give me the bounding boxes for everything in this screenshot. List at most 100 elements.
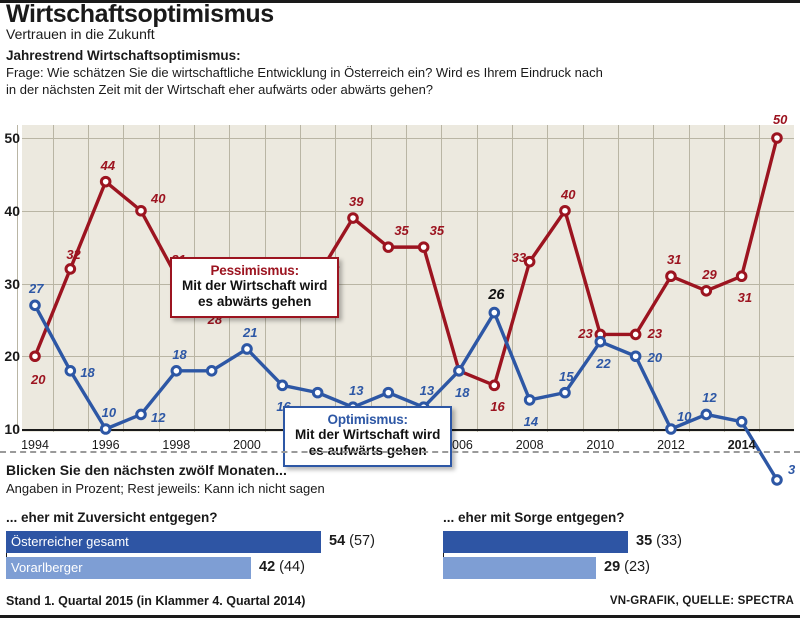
chart-gridline-vertical bbox=[159, 125, 160, 432]
chart-gridline-vertical bbox=[689, 125, 690, 432]
chart-value-label: 27 bbox=[29, 281, 44, 297]
chart-y-tick-label: 20 bbox=[4, 348, 20, 365]
chart-data-point bbox=[735, 270, 748, 283]
bar-fill bbox=[6, 557, 251, 579]
chart-data-point bbox=[523, 394, 536, 406]
chart-data-point bbox=[276, 379, 289, 392]
chart-data-point bbox=[700, 408, 713, 421]
chart-value-label: 35 bbox=[429, 223, 445, 239]
chart-value-label: 3 bbox=[787, 461, 796, 477]
chart-value-label: 50 bbox=[772, 112, 788, 127]
chart-data-point bbox=[629, 350, 642, 363]
chart-gridline-vertical bbox=[17, 125, 18, 432]
bar-value: 42 (44) bbox=[259, 559, 305, 575]
chart-gridline-vertical bbox=[88, 125, 89, 432]
chart-value-label: 20 bbox=[647, 350, 663, 366]
chart-data-point bbox=[64, 263, 77, 275]
chart-data-point bbox=[64, 365, 77, 377]
chart-y-tick-label: 10 bbox=[4, 421, 20, 437]
chart-data-point bbox=[488, 379, 501, 392]
chart-data-point bbox=[523, 255, 536, 268]
chart-value-label: 16 bbox=[490, 399, 505, 415]
chart-data-point bbox=[700, 284, 713, 297]
chart-band bbox=[653, 125, 724, 432]
bar-fill bbox=[443, 557, 596, 579]
chart-value-label: 12 bbox=[702, 390, 717, 406]
chart-y-tick-label: 50 bbox=[4, 130, 20, 146]
chart-x-tick-label: 1996 bbox=[91, 438, 120, 452]
chart-x-tick-label: 2012 bbox=[657, 438, 685, 452]
chart-data-point bbox=[559, 386, 571, 399]
chart-value-label: 26 bbox=[488, 286, 505, 303]
question-line-2: in der nächsten Zeit mit der Wirtschaft … bbox=[6, 82, 434, 97]
callout-optimism-line-1: Mit der Wirtschaft wird bbox=[295, 427, 441, 442]
chart-data-point bbox=[665, 423, 677, 435]
right-column-heading: ... eher mit Sorge entgegen? bbox=[443, 510, 625, 525]
chart-x-tick-label: 2000 bbox=[233, 438, 261, 452]
bar-group-sorge: 35 (33) 29 (23) bbox=[443, 531, 793, 583]
page-title: Wirtschaftsoptimismus bbox=[6, 0, 274, 28]
chart-x-tick-label: 2010 bbox=[586, 438, 615, 452]
bar-label: Vorarlberger bbox=[11, 560, 83, 575]
top-rule bbox=[0, 0, 800, 3]
chart-value-label: 23 bbox=[647, 326, 663, 342]
footer-source: VN-GRAFIK, QUELLE: SPECTRA bbox=[609, 595, 794, 607]
chart-value-label: 10 bbox=[676, 409, 692, 424]
chart-band bbox=[582, 125, 654, 432]
chart-gridline-horizontal bbox=[22, 211, 794, 212]
chart-data-point bbox=[488, 306, 501, 319]
chart-data-point bbox=[135, 408, 147, 421]
chart-value-label: 18 bbox=[172, 346, 187, 362]
chart-x-tick-label: 1998 bbox=[162, 438, 191, 452]
bar-label: Österreicher gesamt bbox=[11, 534, 129, 549]
chart-data-point bbox=[241, 343, 253, 355]
chart-data-point bbox=[311, 386, 324, 399]
chart-data-point bbox=[559, 204, 571, 217]
chart-value-label: 33 bbox=[511, 249, 527, 265]
bar-fill bbox=[6, 531, 321, 553]
chart-data-point bbox=[453, 365, 465, 377]
chart-gridline-vertical bbox=[759, 125, 760, 432]
chart-value-label: 18 bbox=[454, 384, 470, 400]
chart-value-label: 40 bbox=[150, 190, 166, 206]
chart-value-label: 14 bbox=[523, 413, 539, 429]
callout-optimism-title: Optimismus: bbox=[327, 412, 409, 427]
chart-gridline-vertical bbox=[441, 125, 442, 432]
chart-value-label: 32 bbox=[66, 246, 81, 262]
chart-value-label: 44 bbox=[100, 157, 116, 173]
chart-gridline-vertical bbox=[618, 125, 619, 432]
chart-y-tick-label: 30 bbox=[4, 275, 20, 292]
chart-value-label: 21 bbox=[242, 324, 258, 340]
chart-gridline-vertical bbox=[53, 125, 54, 432]
chart-value-label: 13 bbox=[419, 383, 435, 399]
chart-y-tick-label: 40 bbox=[4, 202, 20, 219]
bar-value: 35 (33) bbox=[636, 533, 682, 549]
chart-value-label: 35 bbox=[394, 223, 409, 239]
chart-value-label: 15 bbox=[558, 368, 574, 384]
question-line-1: Frage: Wie schätzen Sie die wirtschaftli… bbox=[6, 65, 603, 80]
bar-row: Vorarlberger 42 (44) bbox=[6, 557, 426, 579]
chart-data-point bbox=[99, 175, 112, 188]
chart-value-label: 31 bbox=[737, 290, 753, 306]
chart-line-pessimismus bbox=[33, 136, 779, 388]
bar-row: Österreicher gesamt 54 (57) bbox=[6, 531, 426, 553]
chart-gridline-vertical bbox=[724, 125, 725, 432]
bottom-rule bbox=[0, 615, 800, 618]
chart-data-point bbox=[29, 299, 41, 312]
chart-data-point bbox=[29, 350, 41, 363]
bar-value: 54 (57) bbox=[329, 533, 375, 549]
chart-value-label: 12 bbox=[150, 410, 166, 426]
callout-pessimism-line-1: Mit der Wirtschaft wird bbox=[182, 278, 328, 293]
chart-band bbox=[370, 125, 442, 432]
chart-value-label: 22 bbox=[596, 355, 611, 371]
chart-gridline-horizontal bbox=[22, 356, 794, 357]
line-chart: 2032444031282730313935351633402323312931… bbox=[0, 112, 800, 486]
chart-value-label: 29 bbox=[702, 266, 717, 282]
chart-gridline-vertical bbox=[123, 125, 124, 432]
chart-value-label: 18 bbox=[80, 364, 95, 380]
chart-gridline-vertical bbox=[371, 125, 372, 432]
chart-data-point bbox=[417, 241, 430, 253]
question-heading: Jahrestrend Wirtschaftsoptimismus: bbox=[6, 48, 241, 63]
chart-data-point bbox=[629, 328, 642, 341]
chart-value-label: 23 bbox=[578, 326, 593, 342]
